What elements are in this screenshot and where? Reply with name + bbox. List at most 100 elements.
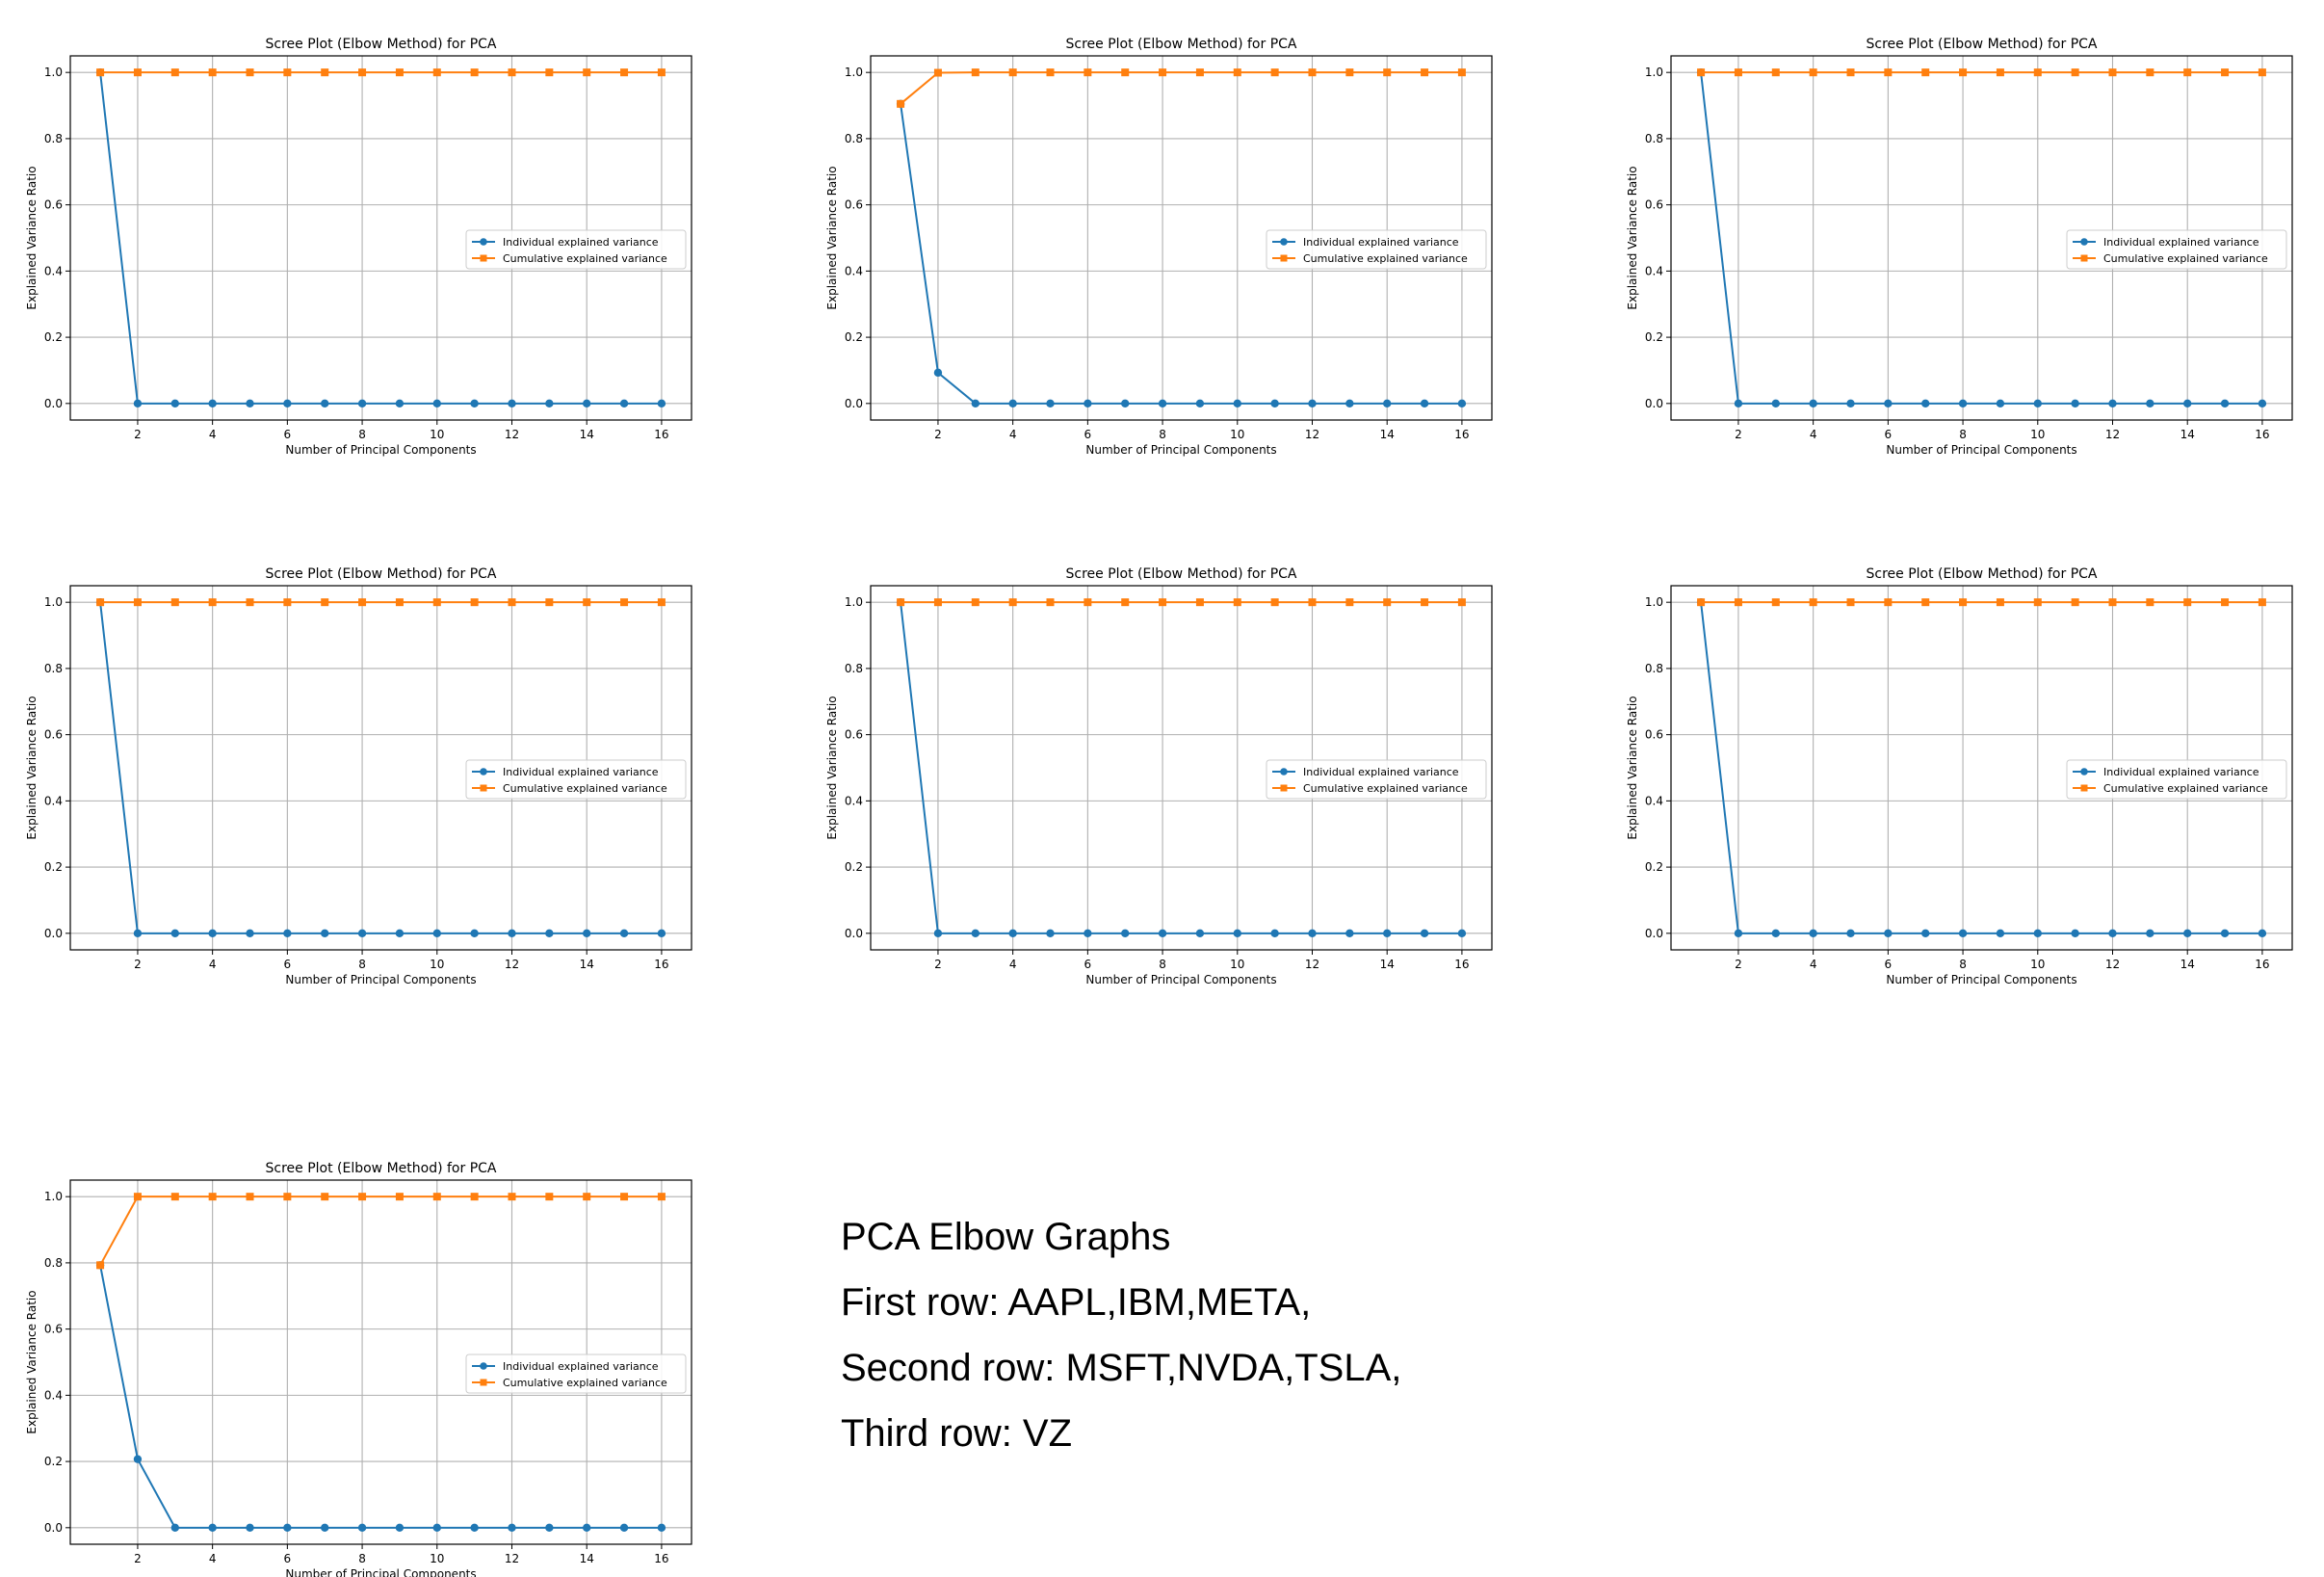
data-point bbox=[283, 1523, 292, 1533]
data-point bbox=[170, 1523, 179, 1533]
scree-chart-1: 2 4 6 8 10 12 14 16 0.0 0.2 0.4 0.6 0.8 1.0 Scree Plot… bbox=[25, 37, 692, 457]
data-point bbox=[1383, 399, 1392, 408]
x-tick-label: 12 bbox=[1305, 428, 1319, 441]
data-point bbox=[1771, 929, 1780, 938]
series-cumulative bbox=[96, 68, 666, 77]
x-tick-label: 8 bbox=[1959, 958, 1967, 971]
x-tick-label: 4 bbox=[1009, 428, 1017, 441]
data-point bbox=[321, 68, 329, 77]
x-tick-label: 10 bbox=[1230, 428, 1244, 441]
legend-box bbox=[1266, 229, 1487, 270]
y-tick-label: 0.2 bbox=[44, 860, 63, 874]
data-point bbox=[1008, 399, 1017, 408]
x-axis-label: Number of Principal Components bbox=[1886, 443, 2076, 457]
grid-lines bbox=[1671, 56, 2292, 420]
plot-frame bbox=[69, 55, 692, 421]
legend-marker bbox=[2080, 784, 2088, 792]
data-point bbox=[1084, 68, 1092, 77]
x-tick-label: 10 bbox=[430, 428, 444, 441]
scree-chart-7: 2 4 6 8 10 12 14 16 0.0 0.2 0.4 0.6 0.8 1.0 Scree Plot… bbox=[25, 1161, 692, 1577]
y-tick-label: 0.4 bbox=[44, 264, 63, 277]
data-point bbox=[170, 1193, 179, 1201]
data-point bbox=[358, 598, 367, 607]
data-point bbox=[395, 399, 405, 408]
series-cumulative bbox=[96, 1193, 666, 1270]
y-tick-label: 0.8 bbox=[44, 662, 63, 675]
data-point bbox=[2071, 399, 2079, 408]
data-point bbox=[583, 68, 591, 77]
data-point bbox=[357, 929, 367, 938]
legend-marker bbox=[480, 254, 487, 262]
y-tick-label: 0.4 bbox=[1645, 794, 1663, 807]
data-point bbox=[1270, 68, 1279, 77]
data-point bbox=[1121, 399, 1130, 408]
data-point bbox=[971, 399, 979, 408]
x-tick-label: 6 bbox=[284, 428, 292, 441]
data-point bbox=[357, 1523, 367, 1533]
data-point bbox=[1734, 399, 1743, 408]
data-point bbox=[1121, 929, 1130, 938]
legend-marker bbox=[480, 768, 487, 775]
data-point bbox=[208, 1193, 217, 1201]
legend-label: Individual explained variance bbox=[2103, 236, 2259, 249]
data-point bbox=[208, 68, 217, 77]
data-point bbox=[1921, 929, 1930, 938]
data-point bbox=[395, 1523, 405, 1533]
data-point bbox=[208, 929, 217, 938]
x-tick-label: 4 bbox=[209, 428, 217, 441]
x-tick-label: 2 bbox=[134, 958, 142, 971]
data-point bbox=[470, 399, 479, 408]
data-point bbox=[1270, 399, 1279, 408]
data-point bbox=[1158, 929, 1167, 938]
series-cumulative bbox=[96, 598, 666, 607]
x-tick-label: 8 bbox=[1159, 428, 1166, 441]
chart-title: Scree Plot (Elbow Method) for PCA bbox=[265, 566, 496, 582]
data-point bbox=[1345, 598, 1354, 607]
data-point bbox=[2108, 68, 2117, 77]
pca-notes: PCA Elbow Graphs First row: AAPL,IBM,MET… bbox=[841, 1204, 1401, 1466]
data-point bbox=[1921, 68, 1930, 77]
x-tick-label: 8 bbox=[358, 428, 366, 441]
x-tick-label: 2 bbox=[134, 1552, 142, 1565]
data-point bbox=[1771, 68, 1780, 77]
data-point bbox=[2146, 598, 2154, 607]
series-line bbox=[1700, 72, 2262, 405]
data-point bbox=[1958, 929, 1968, 938]
data-point bbox=[1846, 598, 1855, 607]
y-tick-label: 0.0 bbox=[44, 1521, 63, 1535]
data-point bbox=[1233, 68, 1241, 77]
data-point bbox=[619, 1523, 629, 1533]
data-point bbox=[1959, 68, 1968, 77]
data-point bbox=[1046, 68, 1055, 77]
plot-frame bbox=[69, 585, 692, 951]
data-point bbox=[1846, 68, 1855, 77]
data-point bbox=[2258, 598, 2266, 607]
data-point bbox=[2033, 399, 2042, 408]
data-point bbox=[246, 68, 254, 77]
data-point bbox=[1233, 598, 1241, 607]
data-point bbox=[470, 598, 479, 607]
legend-box bbox=[2066, 229, 2287, 270]
data-point bbox=[208, 598, 217, 607]
notes-title: PCA Elbow Graphs bbox=[841, 1216, 1171, 1258]
series-cumulative bbox=[1697, 598, 2266, 607]
y-tick-label: 0.4 bbox=[845, 264, 863, 277]
data-point bbox=[1457, 598, 1466, 607]
data-point bbox=[1771, 399, 1780, 408]
x-tick-label: 10 bbox=[2030, 958, 2045, 971]
y-axis-label: Explained Variance Ratio bbox=[25, 166, 39, 309]
data-point bbox=[1008, 68, 1017, 77]
data-point bbox=[1383, 598, 1392, 607]
x-tick-label: 4 bbox=[209, 1552, 217, 1565]
x-tick-label: 12 bbox=[1305, 958, 1319, 971]
data-point bbox=[321, 1523, 329, 1533]
data-point bbox=[1884, 929, 1893, 938]
x-tick-label: 6 bbox=[284, 1552, 292, 1565]
series-line bbox=[99, 1265, 662, 1529]
data-point bbox=[2183, 68, 2192, 77]
data-point bbox=[1046, 399, 1055, 408]
series-individual bbox=[95, 1261, 666, 1533]
data-point bbox=[545, 929, 554, 938]
y-axis-label: Explained Variance Ratio bbox=[1626, 166, 1639, 309]
x-axis-label: Number of Principal Components bbox=[1085, 443, 1276, 457]
